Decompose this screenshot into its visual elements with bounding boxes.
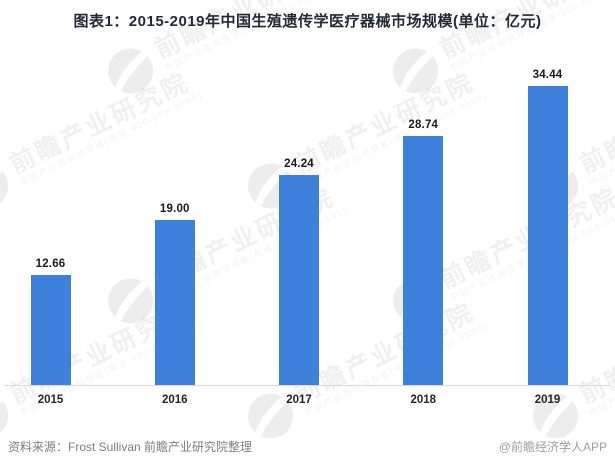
x-tick-label: 2018 bbox=[410, 394, 437, 406]
x-tick-label: 2017 bbox=[286, 394, 312, 406]
bar-2016 bbox=[154, 220, 195, 385]
bar-2019 bbox=[527, 86, 568, 385]
source-text: 资料来源：Frost Sullivan 前瞻产业研究院整理 bbox=[8, 440, 253, 454]
bar-value-label: 24.24 bbox=[284, 158, 314, 170]
bar-value-label: 34.44 bbox=[532, 69, 563, 81]
bar-2017 bbox=[279, 175, 319, 385]
bar-2015 bbox=[30, 275, 71, 385]
bar-value-label: 28.74 bbox=[408, 119, 439, 131]
brand-credit-text: @前瞻经济学人APP bbox=[498, 440, 607, 454]
x-tick-label: 2015 bbox=[37, 394, 64, 406]
x-tick-label: 2019 bbox=[534, 394, 561, 406]
chart-title: 图表1：2015-2019年中国生殖遗传学医疗器械市场规模(单位：亿元) bbox=[73, 13, 542, 30]
footer: 资料来源：Frost Sullivan 前瞻产业研究院整理 @前瞻经济学人APP bbox=[8, 438, 607, 455]
bar-value-label: 12.66 bbox=[35, 258, 66, 270]
bar-value-label: 19.00 bbox=[159, 203, 190, 215]
bar-2018 bbox=[403, 136, 444, 385]
x-axis-line bbox=[5, 385, 610, 386]
x-tick-label: 2016 bbox=[161, 394, 188, 406]
